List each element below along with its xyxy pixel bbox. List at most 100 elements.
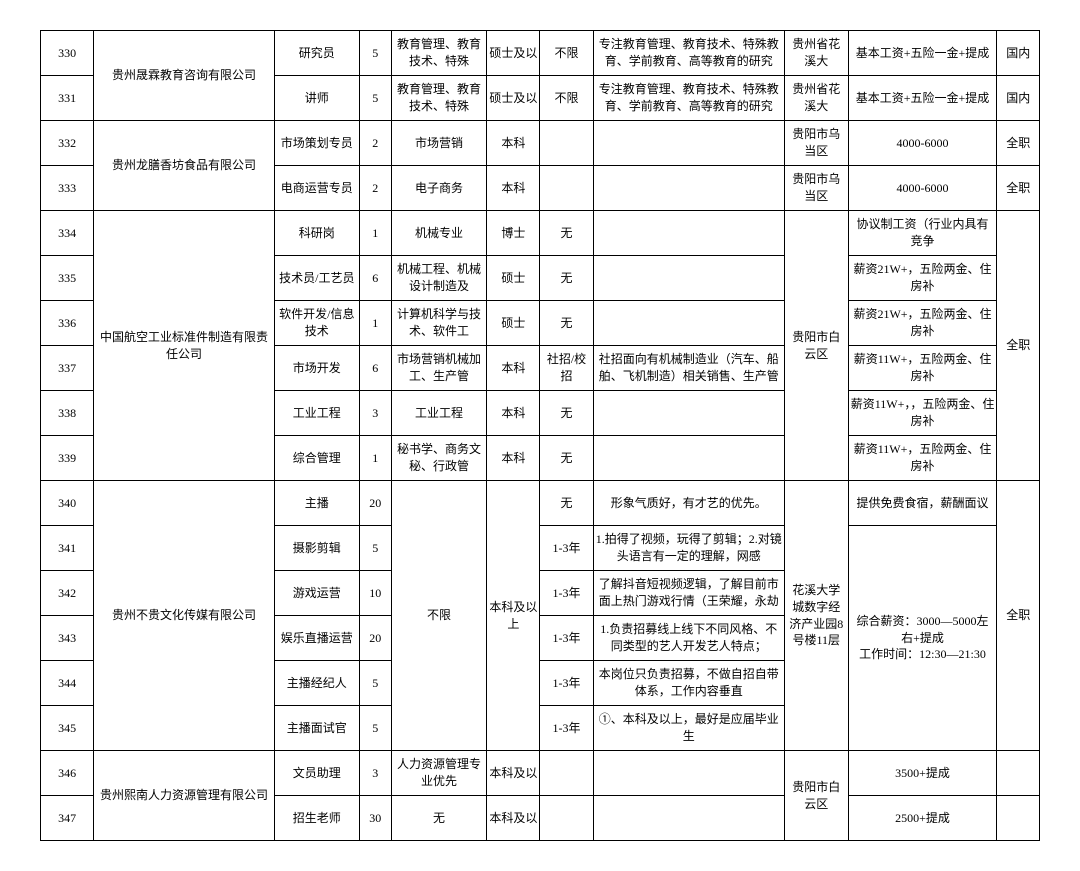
- count-cell: 2: [359, 166, 391, 211]
- type-cell: 国内: [997, 31, 1040, 76]
- salary-cell: 薪资11W+，五险两金、住房补: [848, 346, 997, 391]
- count-cell: 1: [359, 301, 391, 346]
- note-cell: 专注教育管理、教育技术、特殊教育、学前教育、高等教育的研究: [593, 76, 784, 121]
- major-cell: 机械工程、机械设计制造及: [391, 256, 487, 301]
- edu-cell: 硕士: [487, 256, 540, 301]
- position-cell: 科研岗: [274, 211, 359, 256]
- major-cell: 教育管理、教育技术、特殊: [391, 31, 487, 76]
- idx-cell: 342: [41, 571, 94, 616]
- exp-cell: 无: [540, 301, 593, 346]
- major-cell: 电子商务: [391, 166, 487, 211]
- count-cell: 5: [359, 31, 391, 76]
- note-cell: 形象气质好，有才艺的优先。: [593, 481, 784, 526]
- exp-cell: 不限: [540, 76, 593, 121]
- idx-cell: 338: [41, 391, 94, 436]
- salary-cell: 综合薪资：3000—5000左右+提成 工作时间：12:30—21:30: [848, 526, 997, 751]
- loc-cell: 贵阳市乌当区: [784, 121, 848, 166]
- position-cell: 娱乐直播运营: [274, 616, 359, 661]
- type-cell: 国内: [997, 76, 1040, 121]
- position-cell: 电商运营专员: [274, 166, 359, 211]
- salary-cell: 薪资11W+，，五险两金、住房补: [848, 391, 997, 436]
- position-cell: 摄影剪辑: [274, 526, 359, 571]
- exp-cell: 不限: [540, 31, 593, 76]
- idx-cell: 341: [41, 526, 94, 571]
- loc-cell: 花溪大学城数字经济产业园8号楼11层: [784, 481, 848, 751]
- count-cell: 3: [359, 751, 391, 796]
- exp-cell: [540, 796, 593, 841]
- idx-cell: 334: [41, 211, 94, 256]
- loc-cell: 贵阳市白云区: [784, 211, 848, 481]
- note-cell: 本岗位只负责招募，不做自招自带体系，工作内容垂直: [593, 661, 784, 706]
- idx-cell: 335: [41, 256, 94, 301]
- position-cell: 软件开发/信息技术: [274, 301, 359, 346]
- note-cell: [593, 751, 784, 796]
- type-cell: 全职: [997, 121, 1040, 166]
- company-cell: 贵州龙膳香坊食品有限公司: [94, 121, 275, 211]
- major-cell: 无: [391, 796, 487, 841]
- company-cell: 中国航空工业标准件制造有限责任公司: [94, 211, 275, 481]
- edu-cell: 本科: [487, 436, 540, 481]
- idx-cell: 346: [41, 751, 94, 796]
- salary-cell: 4000-6000: [848, 121, 997, 166]
- table-row: 346 贵州熙南人力资源管理有限公司 文员助理 3 人力资源管理专业优先 本科及…: [41, 751, 1040, 796]
- idx-cell: 331: [41, 76, 94, 121]
- note-cell: 1.负责招募线上线下不同风格、不同类型的艺人开发艺人特点；: [593, 616, 784, 661]
- count-cell: 5: [359, 76, 391, 121]
- exp-cell: 1-3年: [540, 571, 593, 616]
- exp-cell: 无: [540, 436, 593, 481]
- loc-cell: 贵州省花溪大: [784, 31, 848, 76]
- exp-cell: 无: [540, 211, 593, 256]
- idx-cell: 336: [41, 301, 94, 346]
- idx-cell: 347: [41, 796, 94, 841]
- type-cell: [997, 796, 1040, 841]
- position-cell: 主播: [274, 481, 359, 526]
- idx-cell: 339: [41, 436, 94, 481]
- note-cell: 了解抖音短视频逻辑，了解目前市面上热门游戏行情（王荣耀，永劫: [593, 571, 784, 616]
- idx-cell: 345: [41, 706, 94, 751]
- note-cell: [593, 391, 784, 436]
- major-cell: 工业工程: [391, 391, 487, 436]
- note-cell: [593, 211, 784, 256]
- count-cell: 6: [359, 346, 391, 391]
- edu-cell: 硕士: [487, 301, 540, 346]
- exp-cell: 1-3年: [540, 661, 593, 706]
- exp-cell: 1-3年: [540, 706, 593, 751]
- count-cell: 6: [359, 256, 391, 301]
- table-row: 332 贵州龙膳香坊食品有限公司 市场策划专员 2 市场营销 本科 贵阳市乌当区…: [41, 121, 1040, 166]
- major-cell: 不限: [391, 481, 487, 751]
- salary-cell: 3500+提成: [848, 751, 997, 796]
- major-cell: 机械专业: [391, 211, 487, 256]
- count-cell: 20: [359, 616, 391, 661]
- exp-cell: [540, 121, 593, 166]
- position-cell: 工业工程: [274, 391, 359, 436]
- edu-cell: 博士: [487, 211, 540, 256]
- company-cell: 贵州不贵文化传媒有限公司: [94, 481, 275, 751]
- exp-cell: 无: [540, 391, 593, 436]
- note-cell: [593, 301, 784, 346]
- major-cell: 教育管理、教育技术、特殊: [391, 76, 487, 121]
- type-cell: 全职: [997, 166, 1040, 211]
- count-cell: 20: [359, 481, 391, 526]
- exp-cell: [540, 166, 593, 211]
- table-row: 340 贵州不贵文化传媒有限公司 主播 20 不限 本科及以上 无 形象气质好，…: [41, 481, 1040, 526]
- position-cell: 市场策划专员: [274, 121, 359, 166]
- idx-cell: 344: [41, 661, 94, 706]
- count-cell: 10: [359, 571, 391, 616]
- loc-cell: 贵阳市白云区: [784, 751, 848, 841]
- count-cell: 1: [359, 211, 391, 256]
- exp-cell: 无: [540, 256, 593, 301]
- job-listing-table: 330 贵州晟霖教育咨询有限公司 研究员 5 教育管理、教育技术、特殊 硕士及以…: [40, 30, 1040, 841]
- note-cell: [593, 436, 784, 481]
- company-cell: 贵州熙南人力资源管理有限公司: [94, 751, 275, 841]
- note-cell: [593, 166, 784, 211]
- salary-cell: 2500+提成: [848, 796, 997, 841]
- salary-cell: 薪资21W+，五险两金、住房补: [848, 256, 997, 301]
- exp-cell: 1-3年: [540, 616, 593, 661]
- loc-cell: 贵州省花溪大: [784, 76, 848, 121]
- idx-cell: 330: [41, 31, 94, 76]
- major-cell: 人力资源管理专业优先: [391, 751, 487, 796]
- table-row: 334 中国航空工业标准件制造有限责任公司 科研岗 1 机械专业 博士 无 贵阳…: [41, 211, 1040, 256]
- edu-cell: 本科及以上: [487, 481, 540, 751]
- position-cell: 主播经纪人: [274, 661, 359, 706]
- position-cell: 技术员/工艺员: [274, 256, 359, 301]
